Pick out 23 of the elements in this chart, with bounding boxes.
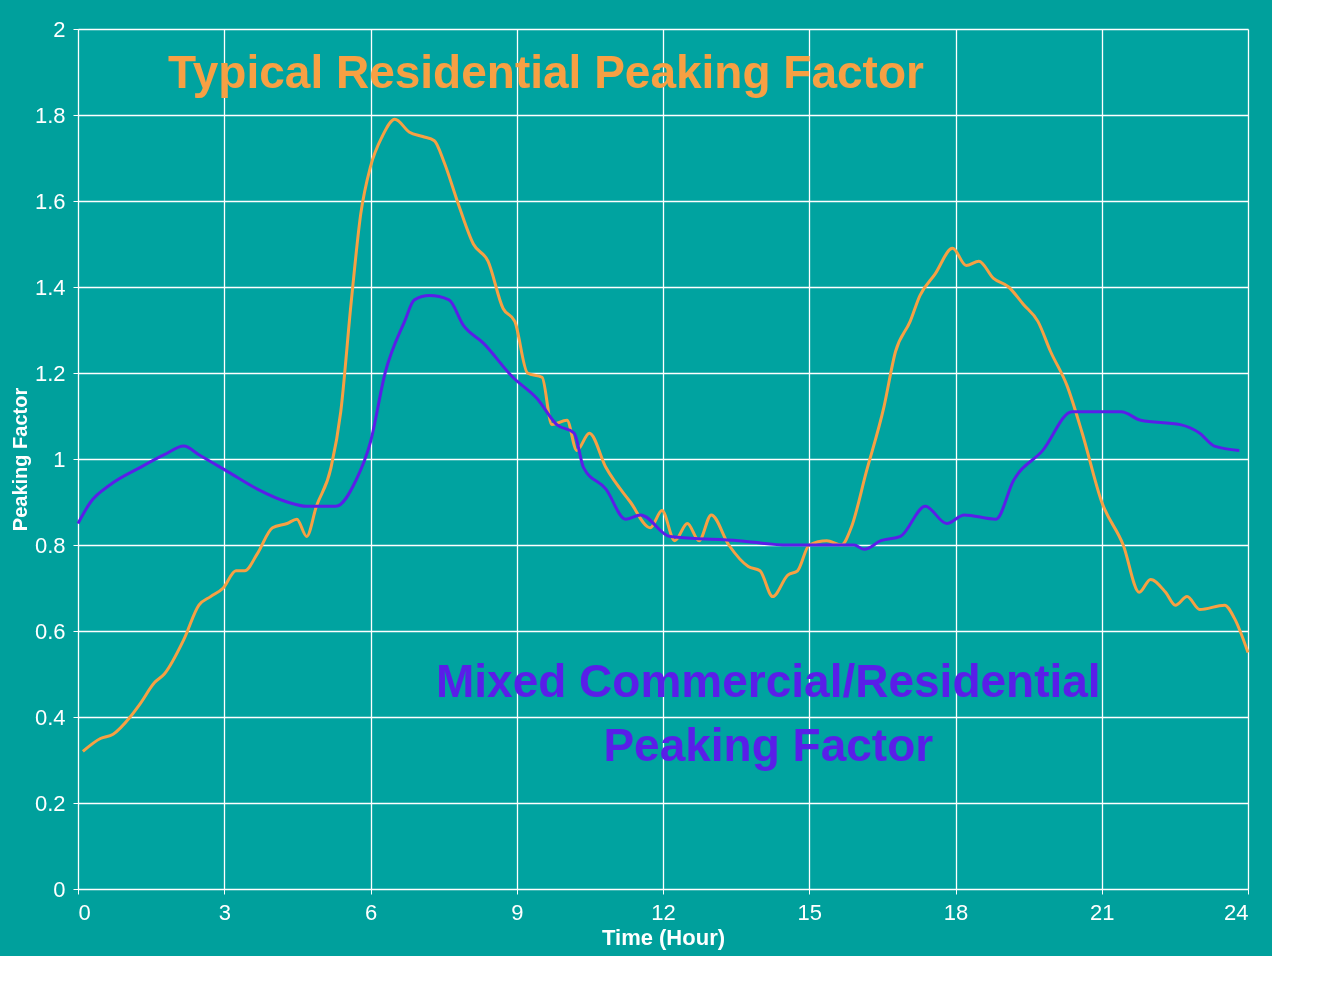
x-tick-label: 12 bbox=[651, 899, 676, 925]
y-tick-label: 0.6 bbox=[34, 618, 66, 644]
x-tick-label: 15 bbox=[797, 899, 822, 925]
y-tick-label: 0.2 bbox=[34, 790, 66, 816]
y-tick-label: 2 bbox=[53, 16, 66, 42]
y-tick-label: 1.6 bbox=[34, 188, 66, 214]
y-tick-label: 1.8 bbox=[34, 102, 66, 128]
x-tick-label: 6 bbox=[364, 899, 378, 925]
x-tick-label: 0 bbox=[78, 899, 91, 925]
x-tick-label: 24 bbox=[1224, 899, 1249, 925]
x-tick-label: 21 bbox=[1090, 899, 1115, 925]
x-axis-title: Time (Hour) bbox=[601, 924, 726, 950]
y-tick-label: 0 bbox=[53, 876, 66, 902]
y-tick-label: 1.4 bbox=[34, 274, 66, 300]
y-tick-label: 1.2 bbox=[34, 360, 66, 386]
y-tick-label: 0.4 bbox=[34, 704, 66, 730]
x-tick-label: 18 bbox=[943, 899, 969, 925]
x-tick-label: 9 bbox=[511, 899, 524, 925]
x-tick-label: 3 bbox=[218, 899, 231, 925]
y-tick-label: 0.8 bbox=[34, 532, 66, 558]
y-axis-title: Peaking Factor bbox=[8, 387, 31, 532]
y-tick-label: 1 bbox=[53, 446, 66, 472]
line-series bbox=[76, 294, 1241, 551]
